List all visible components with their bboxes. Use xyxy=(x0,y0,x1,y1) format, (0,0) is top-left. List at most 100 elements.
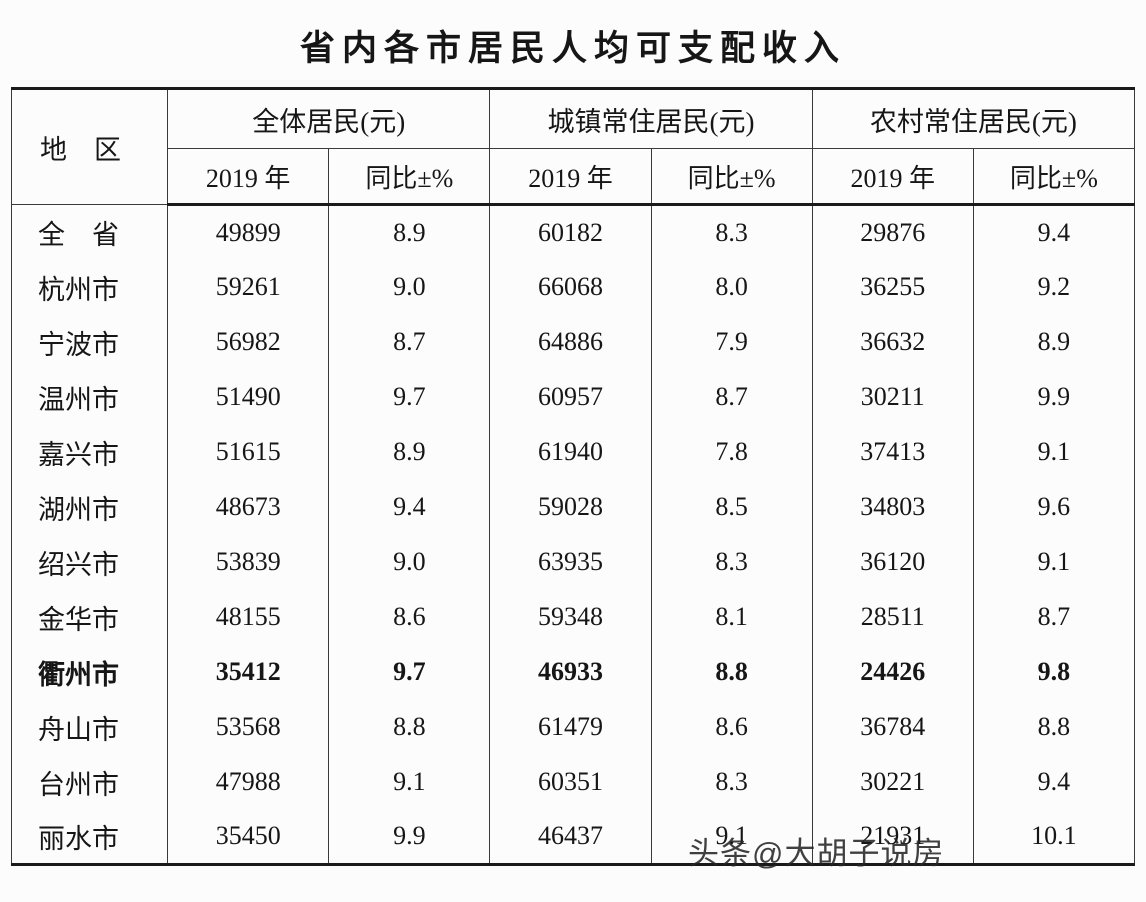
table-body: 全 省 49899 8.9 60182 8.3 29876 9.4 杭州市 59261 9.0 66… xyxy=(10,204,1136,865)
value-cell: 8.3 xyxy=(650,204,813,260)
value-cell: 8.9 xyxy=(328,424,491,480)
table-row: 嘉兴市 51615 8.9 61940 7.8 37413 9.1 xyxy=(10,424,1136,480)
value-cell: 9.1 xyxy=(328,754,491,810)
value-cell: 8.8 xyxy=(650,644,813,700)
value-cell: 9.2 xyxy=(972,259,1136,315)
table-row: 台州市 47988 9.1 60351 8.3 30221 9.4 xyxy=(10,754,1136,810)
value-cell: 9.4 xyxy=(972,754,1136,810)
value-cell: 8.8 xyxy=(972,699,1136,755)
value-cell: 30211 xyxy=(811,369,974,425)
region-cell: 衢州市 xyxy=(10,644,169,700)
value-cell: 9.9 xyxy=(328,809,491,865)
table-row: 舟山市 53568 8.8 61479 8.6 36784 8.8 xyxy=(10,699,1136,755)
subcolumn-urban-yoy: 同比±% xyxy=(650,148,813,206)
value-cell: 64886 xyxy=(489,314,652,370)
region-cell: 杭州市 xyxy=(10,259,169,315)
value-cell: 61940 xyxy=(489,424,652,480)
table-row: 全 省 49899 8.9 60182 8.3 29876 9.4 xyxy=(10,204,1136,260)
table-row: 金华市 48155 8.6 59348 8.1 28511 8.7 xyxy=(10,589,1136,645)
value-cell: 51615 xyxy=(167,424,330,480)
region-cell: 全 省 xyxy=(10,204,169,260)
value-cell: 47988 xyxy=(167,754,330,810)
table-row: 杭州市 59261 9.0 66068 8.0 36255 9.2 xyxy=(10,259,1136,315)
value-cell: 8.1 xyxy=(650,589,813,645)
region-cell: 金华市 xyxy=(10,589,169,645)
value-cell: 8.3 xyxy=(650,754,813,810)
header-group-row: 地 区 全体居民(元) 城镇常住居民(元) 农村常住居民(元) xyxy=(10,88,1136,205)
income-table: 地 区 全体居民(元) 城镇常住居民(元) 农村常住居民(元) 2019 年 同… xyxy=(10,87,1136,866)
value-cell: 8.6 xyxy=(328,589,491,645)
table-row: 丽水市 35450 9.9 46437 9.1 21931 10.1 xyxy=(10,809,1136,865)
value-cell: 48673 xyxy=(167,479,330,535)
table-row: 湖州市 48673 9.4 59028 8.5 34803 9.6 xyxy=(10,479,1136,535)
watermark: 头条@大胡子说房 xyxy=(688,836,945,871)
value-cell: 10.1 xyxy=(972,809,1136,865)
value-cell: 9.1 xyxy=(650,809,813,865)
value-cell: 8.5 xyxy=(650,479,813,535)
value-cell: 59348 xyxy=(489,589,652,645)
value-cell: 8.7 xyxy=(328,314,491,370)
value-cell: 24426 xyxy=(811,644,974,700)
region-cell: 绍兴市 xyxy=(10,534,169,590)
value-cell: 53568 xyxy=(167,699,330,755)
value-cell: 21931 xyxy=(811,809,974,865)
value-cell: 61479 xyxy=(489,699,652,755)
subcolumn-all-yoy: 同比±% xyxy=(328,148,491,206)
table-row: 绍兴市 53839 9.0 63935 8.3 36120 9.1 xyxy=(10,534,1136,590)
value-cell: 51490 xyxy=(167,369,330,425)
value-cell: 36120 xyxy=(811,534,974,590)
region-cell: 嘉兴市 xyxy=(10,424,169,480)
value-cell: 60957 xyxy=(489,369,652,425)
value-cell: 56982 xyxy=(167,314,330,370)
value-cell: 8.0 xyxy=(650,259,813,315)
value-cell: 30221 xyxy=(811,754,974,810)
value-cell: 8.7 xyxy=(650,369,813,425)
region-cell: 湖州市 xyxy=(10,479,169,535)
region-cell: 舟山市 xyxy=(10,699,169,755)
value-cell: 36632 xyxy=(811,314,974,370)
value-cell: 46437 xyxy=(489,809,652,865)
value-cell: 60351 xyxy=(489,754,652,810)
value-cell: 59028 xyxy=(489,479,652,535)
value-cell: 9.4 xyxy=(328,479,491,535)
value-cell: 9.6 xyxy=(972,479,1136,535)
column-group-all-residents: 全体居民(元) xyxy=(167,88,491,149)
header-sub-row: 2019 年 同比±% 2019 年 同比±% 2019 年 同比±% xyxy=(12,148,1136,206)
value-cell: 9.7 xyxy=(328,644,491,700)
value-cell: 66068 xyxy=(489,259,652,315)
value-cell: 9.0 xyxy=(328,259,491,315)
value-cell: 9.7 xyxy=(328,369,491,425)
table-row: 宁波市 56982 8.7 64886 7.9 36632 8.9 xyxy=(10,314,1136,370)
value-cell: 36255 xyxy=(811,259,974,315)
value-cell: 9.0 xyxy=(328,534,491,590)
page-title: 省内各市居民人均可支配收入 xyxy=(299,29,846,68)
value-cell: 9.1 xyxy=(972,424,1136,480)
value-cell: 46933 xyxy=(489,644,652,700)
value-cell: 8.6 xyxy=(650,699,813,755)
region-cell: 丽水市 xyxy=(10,809,169,865)
value-cell: 59261 xyxy=(167,259,330,315)
column-group-rural-residents: 农村常住居民(元) xyxy=(811,88,1136,149)
value-cell: 8.3 xyxy=(650,534,813,590)
value-cell: 9.4 xyxy=(972,204,1136,260)
region-cell: 台州市 xyxy=(10,754,169,810)
value-cell: 35450 xyxy=(167,809,330,865)
subcolumn-rural-year: 2019 年 xyxy=(811,148,974,206)
value-cell: 53839 xyxy=(167,534,330,590)
column-group-urban-residents: 城镇常住居民(元) xyxy=(489,88,813,149)
value-cell: 34803 xyxy=(811,479,974,535)
value-cell: 8.8 xyxy=(328,699,491,755)
value-cell: 36784 xyxy=(811,699,974,755)
region-cell: 宁波市 xyxy=(10,314,169,370)
value-cell: 48155 xyxy=(167,589,330,645)
table-header: 地 区 全体居民(元) 城镇常住居民(元) 农村常住居民(元) 2019 年 同… xyxy=(10,88,1136,206)
value-cell: 8.7 xyxy=(972,589,1136,645)
value-cell: 35412 xyxy=(167,644,330,700)
table-row: 衢州市 35412 9.7 46933 8.8 24426 9.8 xyxy=(10,644,1136,700)
value-cell: 9.1 xyxy=(972,534,1136,590)
value-cell: 28511 xyxy=(811,589,974,645)
value-cell: 29876 xyxy=(811,204,974,260)
subcolumn-rural-yoy: 同比±% xyxy=(972,148,1136,206)
value-cell: 7.9 xyxy=(650,314,813,370)
